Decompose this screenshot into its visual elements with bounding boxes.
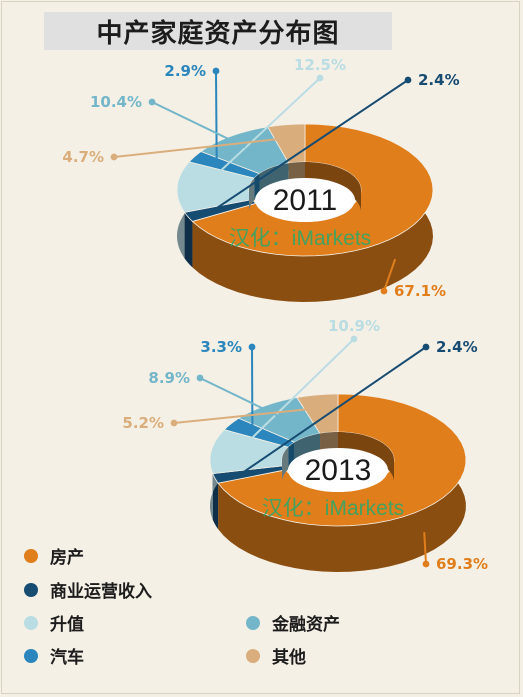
donut-2011: 2011 67.1% 2.4% 12.5% 2.9% 10.4% 4.7% 汉化：iMarke… <box>62 56 460 302</box>
donut-2013: 2013 69.3% 2.4% 10.9% 3.3% 8.9% 5.2% 汉化：iMarket… <box>122 317 488 573</box>
legend-item-其他: 其他 <box>246 643 306 668</box>
legend-label: 汽车 <box>50 648 84 668</box>
legend-item-房产: 房产 <box>24 543 84 568</box>
donut-hole <box>288 448 388 492</box>
legend-swatch <box>24 648 38 663</box>
leader-dot-其他 <box>170 419 178 427</box>
leader-dot-房产 <box>422 560 430 568</box>
data-label-汽车: 3.3% <box>200 338 242 356</box>
leader-line-房产 <box>383 258 397 292</box>
leader-line-其他 <box>113 136 291 158</box>
leader-line-金融资产 <box>199 377 281 418</box>
legend-label: 商业运营收入 <box>50 582 152 602</box>
legend-label: 房产 <box>50 548 84 568</box>
legend-item-金融资产: 金融资产 <box>246 610 340 635</box>
legend-item-商业运营收入: 商业运营收入 <box>24 577 152 602</box>
legend-swatch <box>24 548 38 563</box>
leader-line-商业运营收入 <box>210 79 409 213</box>
data-label-商业运营收入: 2.4% <box>418 71 460 89</box>
title-bar: 中产家庭资产分布图 <box>44 12 392 50</box>
leader-line-商业运营收入 <box>239 346 427 476</box>
leader-dot-金融资产 <box>148 98 156 106</box>
data-label-其他: 5.2% <box>122 414 164 432</box>
data-label-金融资产: 10.4% <box>90 93 142 111</box>
leader-dot-汽车 <box>248 343 256 351</box>
data-label-其他: 4.7% <box>62 148 104 166</box>
leader-line-汽车 <box>215 70 218 164</box>
data-label-金融资产: 8.9% <box>148 369 190 387</box>
watermark: 汉化：iMarkets <box>262 497 404 520</box>
data-label-商业运营收入: 2.4% <box>436 338 478 356</box>
legend-swatch <box>246 615 260 630</box>
watermark: 汉化：iMarkets <box>229 227 371 250</box>
legend-item-汽车: 汽车 <box>24 643 84 668</box>
legend-swatch <box>24 582 38 597</box>
leader-line-升值 <box>235 338 355 454</box>
slice-side-商业运营收入 <box>184 212 193 268</box>
leader-line-升值 <box>202 77 321 189</box>
leader-dot-其他 <box>110 153 118 161</box>
legend-label: 其他 <box>272 648 306 668</box>
year-label: 2011 <box>273 184 338 217</box>
legend-label: 金融资产 <box>272 615 340 635</box>
leader-line-房产 <box>423 532 427 565</box>
slice-inner-升值 <box>282 447 289 482</box>
legend-swatch <box>24 615 38 630</box>
leader-dot-商业运营收入 <box>404 76 412 84</box>
legend-swatch <box>246 648 260 663</box>
data-label-升值: 10.9% <box>328 317 380 335</box>
donut-hole <box>255 178 355 222</box>
chart-title: 中产家庭资产分布图 <box>96 18 340 49</box>
leader-line-金融资产 <box>151 101 246 148</box>
legend-label: 升值 <box>50 615 84 635</box>
leader-dot-房产 <box>380 287 388 295</box>
leader-dot-升值 <box>350 335 358 343</box>
data-label-升值: 12.5% <box>294 56 346 74</box>
data-label-房产: 67.1% <box>394 282 446 300</box>
leader-dot-汽车 <box>212 67 220 75</box>
leader-dot-金融资产 <box>196 374 204 382</box>
leader-dot-商业运营收入 <box>422 343 430 351</box>
leader-line-其他 <box>173 406 322 424</box>
leader-dot-升值 <box>316 74 324 82</box>
data-label-房产: 69.3% <box>436 555 488 573</box>
data-label-汽车: 2.9% <box>164 62 206 80</box>
year-label: 2013 <box>305 454 372 487</box>
legend-item-升值: 升值 <box>24 610 84 635</box>
